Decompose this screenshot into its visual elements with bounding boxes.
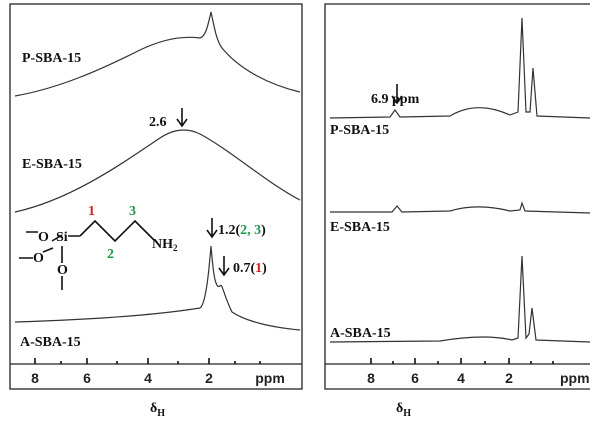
x-label: δH <box>150 401 165 419</box>
arrow <box>218 256 230 277</box>
atom: NH2 <box>152 237 178 253</box>
atom: O <box>33 251 44 266</box>
spectrum-label: A-SBA-15 <box>20 335 81 350</box>
tick-label: 6 <box>411 370 419 386</box>
carbon-number: 2 <box>107 247 114 262</box>
tick-label: ppm <box>255 370 285 386</box>
tick-label: 4 <box>457 370 465 386</box>
tick-marks <box>370 358 554 364</box>
annotation: 1.2(2, 3) <box>218 223 266 238</box>
atom: Si <box>56 230 68 245</box>
annotation: 0.7(1) <box>233 261 267 276</box>
tick-label: 8 <box>367 370 375 386</box>
tick-label: 8 <box>31 370 39 386</box>
spectrum-label: E-SBA-15 <box>22 157 82 172</box>
atom: O <box>57 263 68 278</box>
spectrum <box>329 17 590 119</box>
spectrum <box>14 11 301 97</box>
tick-label: 2 <box>505 370 513 386</box>
annotation: 2.6 <box>149 115 167 130</box>
arrow <box>176 108 188 128</box>
tick-marks <box>34 358 261 364</box>
spectrum <box>330 201 590 214</box>
tick-label: 4 <box>144 370 152 386</box>
tick-label: ppm <box>560 370 590 386</box>
structure-bonds <box>19 219 156 290</box>
arrow <box>391 84 403 105</box>
tick-label: 2 <box>205 370 213 386</box>
tick-label: 6 <box>83 370 91 386</box>
panel-frame <box>324 3 590 390</box>
x-label: δH <box>396 401 411 419</box>
atom: O <box>38 230 49 245</box>
spectrum <box>329 255 590 343</box>
spectrum-label: E-SBA-15 <box>330 220 390 235</box>
spectrum-label: A-SBA-15 <box>330 326 391 341</box>
spectrum-label: P-SBA-15 <box>22 51 81 66</box>
spectrum <box>14 129 301 213</box>
spectrum-label: P-SBA-15 <box>330 123 389 138</box>
carbon-number: 3 <box>129 204 136 219</box>
arrow <box>206 218 218 239</box>
carbon-number: 1 <box>88 204 95 219</box>
spectrum <box>14 245 301 331</box>
panel-frame <box>9 3 303 390</box>
